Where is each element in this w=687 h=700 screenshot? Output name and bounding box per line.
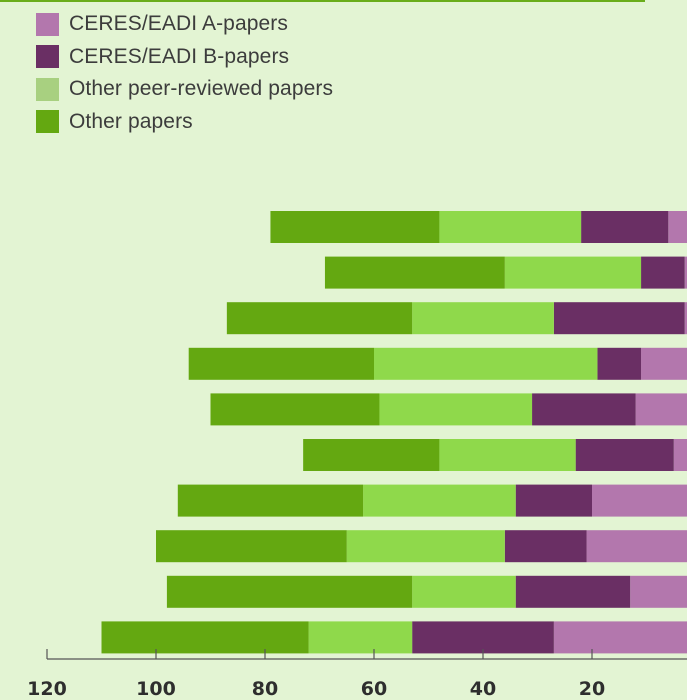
legend-swatch-a-papers bbox=[36, 12, 59, 36]
bar-segment-other-papers-row-10 bbox=[101, 621, 309, 654]
x-tick-label-60: 60 bbox=[361, 678, 387, 700]
bar-segment-other-papers-row-9 bbox=[166, 575, 413, 608]
bar-segment-other-papers-row-2 bbox=[324, 256, 505, 289]
bar-segment-a-papers-row-6 bbox=[673, 439, 687, 471]
legend-item-a-papers: CERES/EADI A-papers bbox=[36, 8, 333, 41]
bar-segment-b-papers-row-1 bbox=[581, 211, 669, 243]
bar-segment-a-papers-row-7 bbox=[592, 484, 687, 517]
legend-swatch-other-papers bbox=[36, 110, 59, 134]
bar-segment-other-peer-reviewed-row-3 bbox=[412, 302, 554, 335]
bar-segment-other-papers-row-6 bbox=[303, 439, 440, 471]
legend-label-a-papers: CERES/EADI A-papers bbox=[69, 12, 288, 36]
bar-segment-other-peer-reviewed-row-1 bbox=[439, 211, 582, 243]
bar-segment-a-papers-row-4 bbox=[641, 347, 687, 380]
bar-segment-b-papers-row-9 bbox=[515, 575, 631, 608]
bar-segment-other-peer-reviewed-row-8 bbox=[346, 530, 505, 563]
bar-segment-other-peer-reviewed-row-5 bbox=[379, 393, 533, 426]
bar-segment-b-papers-row-7 bbox=[515, 484, 592, 517]
bar-segment-a-papers-row-3 bbox=[684, 302, 687, 335]
bar-segment-other-peer-reviewed-row-2 bbox=[504, 256, 642, 289]
bar-segment-other-peer-reviewed-row-6 bbox=[439, 439, 576, 471]
bars-group bbox=[101, 211, 687, 654]
legend-swatch-other-peer-reviewed bbox=[36, 77, 59, 101]
bar-segment-other-papers-row-3 bbox=[226, 302, 413, 335]
bar-segment-b-papers-row-2 bbox=[641, 256, 685, 289]
bar-segment-b-papers-row-4 bbox=[597, 347, 642, 380]
bar-segment-other-peer-reviewed-row-7 bbox=[363, 484, 516, 517]
x-axis: 120 100 80 60 40 20 bbox=[27, 649, 687, 700]
bar-segment-other-peer-reviewed-row-9 bbox=[412, 575, 516, 608]
bar-segment-other-papers-row-7 bbox=[177, 484, 364, 517]
bar-segment-a-papers-row-2 bbox=[684, 256, 687, 289]
bar-segment-b-papers-row-6 bbox=[575, 439, 674, 471]
x-tick-label-80: 80 bbox=[252, 678, 278, 700]
bar-segment-other-papers-row-8 bbox=[156, 530, 347, 563]
legend-item-other-peer-reviewed: Other peer-reviewed papers bbox=[36, 73, 333, 106]
bar-segment-other-papers-row-4 bbox=[188, 347, 374, 380]
bar-segment-a-papers-row-5 bbox=[635, 393, 687, 426]
legend-swatch-b-papers bbox=[36, 45, 59, 69]
legend: CERES/EADI A-papers CERES/EADI B-papers … bbox=[36, 8, 333, 138]
bar-segment-a-papers-row-1 bbox=[668, 211, 687, 243]
bar-segment-a-papers-row-9 bbox=[630, 575, 687, 608]
bar-segment-b-papers-row-3 bbox=[553, 302, 685, 335]
bar-segment-a-papers-row-8 bbox=[586, 530, 687, 563]
x-tick-label-100: 100 bbox=[136, 678, 176, 700]
legend-item-b-papers: CERES/EADI B-papers bbox=[36, 41, 333, 74]
bar-segment-a-papers-row-10 bbox=[553, 621, 687, 654]
bar-segment-other-peer-reviewed-row-4 bbox=[374, 347, 598, 380]
bar-segment-other-papers-row-1 bbox=[270, 211, 440, 243]
bar-segment-b-papers-row-8 bbox=[504, 530, 587, 563]
legend-label-other-peer-reviewed: Other peer-reviewed papers bbox=[69, 77, 334, 101]
bar-segment-other-peer-reviewed-row-10 bbox=[308, 621, 413, 654]
legend-item-other-papers: Other papers bbox=[36, 106, 333, 139]
bar-segment-other-papers-row-5 bbox=[210, 393, 380, 426]
legend-top-rule bbox=[0, 0, 645, 2]
x-tick-label-20: 20 bbox=[579, 678, 605, 700]
legend-label-other-papers: Other papers bbox=[69, 109, 193, 133]
x-tick-label-40: 40 bbox=[470, 678, 496, 700]
x-tick-label-120: 120 bbox=[27, 678, 67, 700]
bar-segment-b-papers-row-10 bbox=[412, 621, 554, 654]
bar-segment-b-papers-row-5 bbox=[532, 393, 636, 426]
legend-label-b-papers: CERES/EADI B-papers bbox=[69, 44, 290, 68]
